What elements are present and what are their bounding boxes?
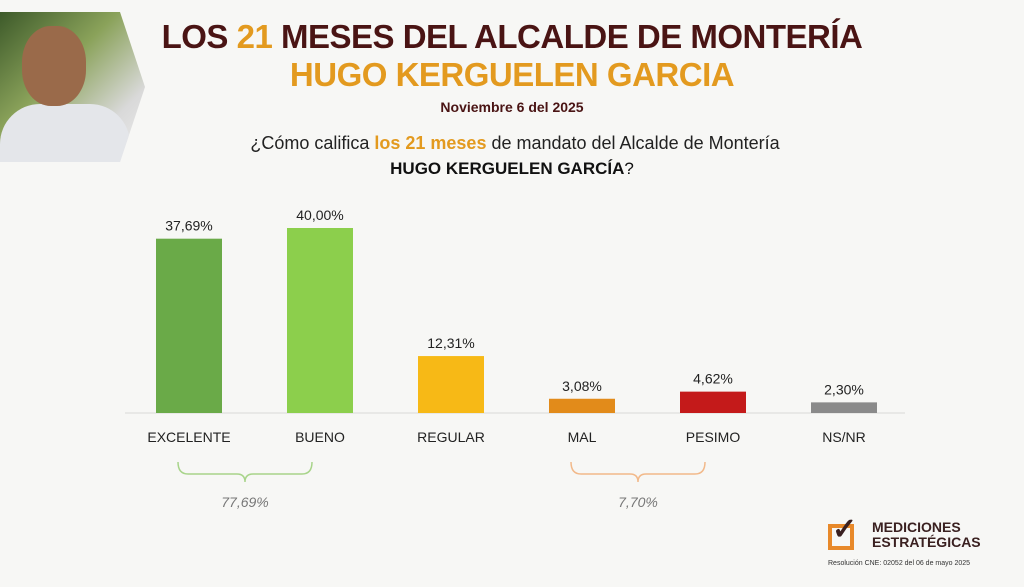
question-name: HUGO KERGUELEN GARCÍA? [390,159,634,178]
category-label-3: MAL [568,429,597,445]
bar-5 [811,402,877,413]
survey-date: Noviembre 6 del 2025 [440,99,584,115]
resolution-text: Resolución CNE: 02052 del 06 de mayo 202… [828,560,971,567]
question: ¿Cómo califica los 21 meses de mandato d… [250,133,780,153]
group-total-1: 7,70% [618,494,658,510]
data-label-2: 12,31% [427,335,474,351]
data-label-1: 40,00% [296,207,343,223]
category-label-5: NS/NR [822,429,866,445]
category-label-0: EXCELENTE [147,429,230,445]
group-total-0: 77,69% [221,494,268,510]
bar-1 [287,228,353,413]
group-bracket-1 [570,461,706,483]
checkmark-icon: ✓ [832,513,858,546]
data-label-5: 2,30% [824,381,864,397]
data-label-0: 37,69% [165,218,212,234]
page-subtitle: HUGO KERGUELEN GARCIA [289,56,735,93]
category-label-1: BUENO [295,429,345,445]
page-title: LOS 21 MESES DEL ALCALDE DE MONTERÍA [161,18,863,55]
bar-4 [680,391,746,413]
bar-0 [156,238,222,413]
mayor-photo [0,12,145,162]
bar-2 [418,356,484,413]
bar-3 [549,398,615,413]
category-label-2: REGULAR [417,429,485,445]
logo-line2: ESTRATÉGICAS [872,534,981,550]
checkbox-icon [828,524,854,550]
group-bracket-0 [177,461,313,483]
logo-line1: MEDICIONES [872,519,961,535]
data-label-4: 4,62% [693,371,733,387]
data-label-3: 3,08% [562,378,602,394]
category-label-4: PESIMO [686,429,741,445]
